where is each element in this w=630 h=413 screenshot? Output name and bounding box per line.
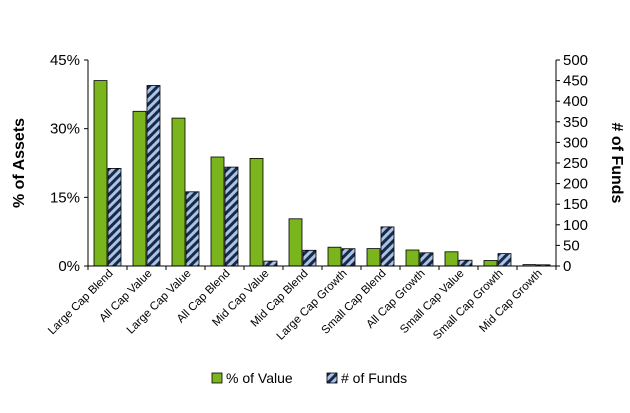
- bar-value-3: [210, 156, 225, 267]
- legend-swatch-funds: [326, 372, 338, 384]
- y-right-tick-label: 250: [563, 155, 588, 172]
- y-left-axis-title: % of Assets: [11, 118, 28, 208]
- legend-label-funds: # of Funds: [341, 370, 407, 386]
- bar-funds-9: [458, 259, 473, 267]
- bar-funds-4: [263, 260, 278, 267]
- bar-funds-7: [380, 226, 395, 267]
- bar-value-4: [249, 157, 264, 267]
- bar-value-6: [327, 246, 342, 267]
- bar-funds-1: [146, 85, 161, 267]
- bar-value-7: [366, 248, 381, 267]
- y-right-tick-label: 500: [563, 52, 588, 69]
- category-label: Large Cap Blend: [46, 268, 116, 338]
- bar-value-2: [171, 117, 186, 267]
- bar-value-8: [405, 249, 420, 267]
- legend: % of Value # of Funds: [211, 370, 407, 386]
- y-right-tick-label: 50: [563, 237, 580, 254]
- bar-value-0: [93, 80, 108, 267]
- y-left-tick-label: 45%: [50, 52, 80, 69]
- bar-funds-0: [107, 167, 122, 267]
- bar-value-1: [132, 110, 147, 267]
- y-right-tick-label: 450: [563, 73, 588, 90]
- bar-funds-8: [419, 252, 434, 267]
- y-right-tick-label: 300: [563, 134, 588, 151]
- bar-value-9: [444, 251, 459, 267]
- legend-label-value: % of Value: [226, 370, 293, 386]
- y-right-tick-label: 0: [563, 258, 571, 275]
- y-right-axis-title: # of Funds: [608, 123, 625, 204]
- y-right-tick-label: 350: [563, 114, 588, 131]
- bar-funds-3: [224, 166, 239, 267]
- bar-funds-6: [341, 248, 356, 267]
- bar-value-10: [483, 260, 498, 267]
- y-left-tick-label: 0%: [58, 258, 80, 275]
- category-label: Small Cap Growth: [431, 268, 505, 342]
- y-right-tick-label: 150: [563, 196, 588, 213]
- y-right-tick-label: 200: [563, 176, 588, 193]
- y-right-tick-label: 100: [563, 217, 588, 234]
- legend-swatch-value: [211, 372, 223, 384]
- y-left-tick-label: 15%: [50, 189, 80, 206]
- category-label: Large Cap Growth: [275, 268, 350, 343]
- y-left-tick-label: 30%: [50, 121, 80, 138]
- bar-funds-5: [302, 249, 317, 267]
- y-right-tick-label: 400: [563, 93, 588, 110]
- bar-funds-2: [185, 191, 200, 267]
- bar-value-5: [288, 218, 303, 267]
- bar-funds-10: [497, 253, 512, 267]
